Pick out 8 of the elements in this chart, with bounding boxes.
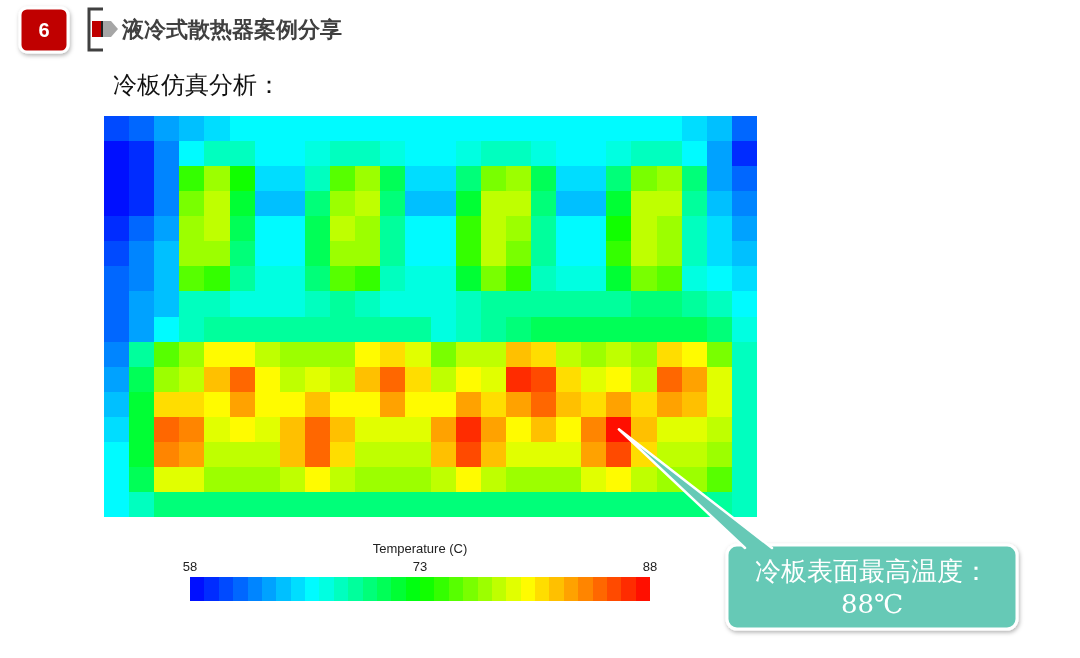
chart-subtitle: 冷板仿真分析： bbox=[113, 71, 281, 98]
text: 6 bbox=[38, 19, 50, 41]
color-bar-label: 58 bbox=[182, 559, 198, 574]
color-bar-title: Temperature (C) bbox=[372, 541, 468, 556]
chart-title: 液冷式散热器案例分享 bbox=[121, 17, 342, 42]
text: 冷板表面最高温度：88℃ bbox=[755, 556, 989, 619]
color-bar-label: 73 bbox=[412, 559, 428, 574]
color-bar-label: 88 bbox=[642, 559, 658, 574]
